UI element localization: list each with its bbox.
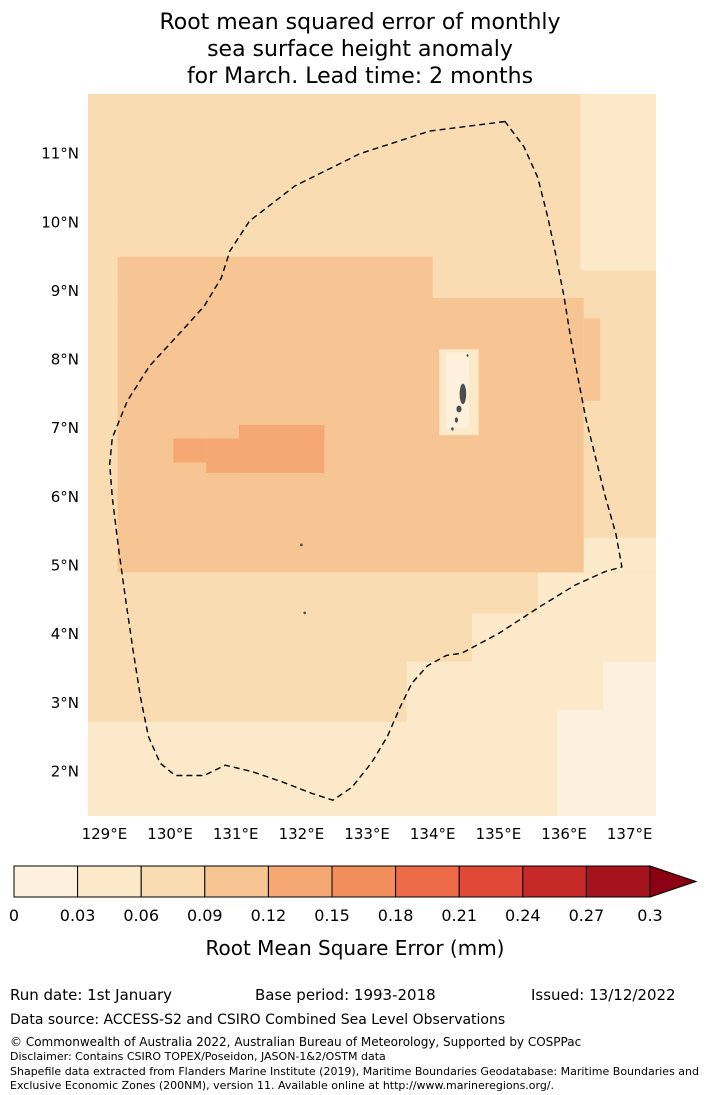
colorbar-tick-label: 0.03 [60,906,96,925]
x-tick-label: 136°E [541,825,587,843]
heatmap-region [239,424,325,473]
colorbar-tick-label: 0.24 [505,906,541,925]
heatmap-region [472,613,656,662]
colorbar-tick-label: 0.3 [637,906,662,925]
heatmap-field [88,94,656,816]
y-tick-label: 11°N [41,145,79,163]
y-tick-label: 10°N [41,213,79,231]
heatmap-region [603,661,656,710]
colorbar-tick-label: 0.12 [251,906,287,925]
x-tick-label: 129°E [82,825,128,843]
chart-title-line-3: for March. Lead time: 2 months [186,64,534,89]
colorbar-tick-label: 0.27 [569,906,605,925]
x-tick-label: 133°E [344,825,390,843]
colorbar-segment [331,865,397,898]
colorbar-tick-label: 0.15 [314,906,350,925]
island [456,405,462,413]
colorbar-svg: 0 0.03 0.06 0.09 0.12 0.15 0.18 0.21 0.24 0.27 0.3… [9,865,698,960]
footer: Run date: 1st January Base period: 1993-… [0,984,720,1093]
colorbar-segment [267,865,333,898]
data-source: Data source: ACCESS-S2 and CSIRO Combine… [10,1012,506,1028]
chart-title-line-1: Root mean squared error of monthly [159,10,561,35]
island [454,417,458,423]
x-tick-label: 132°E [279,825,325,843]
y-tick-label: 6°N [51,488,79,506]
disclaimer-text: Disclaimer: Contains CSIRO TOPEX/Poseido… [10,1050,386,1063]
colorbar-segment [13,865,79,898]
colorbar-tick-label: 0.06 [123,906,159,925]
heatmap-region [445,352,469,429]
heatmap-region [88,722,407,816]
colorbar-segment [77,865,142,898]
colorbar-tick-label: 0.21 [441,906,477,925]
island [300,543,303,547]
shapefile-attribution: Shapefile data extracted from Flanders M… [10,1065,699,1092]
island [459,383,467,405]
x-tick-label: 135°E [476,825,522,843]
y-tick-label: 5°N [51,557,79,575]
heatmap-region [537,572,656,614]
y-tick-label: 3°N [51,694,79,712]
heatmap-region [583,318,601,401]
y-tick-label: 2°N [51,762,79,780]
heatmap-region [580,94,656,271]
islands-group [300,354,469,615]
colorbar-arrow [649,865,698,898]
y-tick-label: 4°N [51,625,79,643]
colorbar-segment [140,865,206,898]
colorbar-axis-label: Root Mean Square Error (mm) [206,936,505,960]
heatmap-region [117,297,584,573]
copyright-notice: © Commonwealth of Australia 2022, Austra… [10,1035,582,1049]
x-tick-label: 134°E [410,825,456,843]
chart-title-line-2: sea surface height anomaly [207,37,513,62]
chart-title: Root mean squared error of monthly sea s… [0,0,720,90]
run-date: Run date: 1st January [10,986,173,1004]
y-tick-label: 7°N [51,419,79,437]
y-tick-label: 9°N [51,282,79,300]
island [303,611,307,615]
island [451,427,454,431]
colorbar-tick-label: 0.09 [187,906,223,925]
colorbar-segment [522,865,587,898]
colorbar-tick-label: 0 [9,906,19,925]
issued-date: Issued: 13/12/2022 [531,986,676,1004]
colorbar-segment [458,865,524,898]
colorbar-segment [204,865,269,898]
x-tick-label: 137°E [607,825,653,843]
colorbar-segment [395,865,460,898]
colorbar-tick-label: 0.18 [378,906,414,925]
colorbar-segment [585,865,651,898]
heatmap-region [117,256,433,298]
island [466,354,469,357]
x-tick-label: 130°E [147,825,193,843]
run-metadata-row: Run date: 1st January Base period: 1993-… [10,984,710,1008]
base-period: Base period: 1993-2018 [255,986,436,1004]
y-tick-label: 8°N [51,351,79,369]
heatmap-region [557,709,656,816]
eez-boundary [109,120,623,801]
heatmap-region [173,438,207,463]
x-tick-label: 131°E [213,825,259,843]
map-svg: 129°E 130°E 131°E 132°E 133°E 134°E 135°E 136°E… [41,94,656,843]
